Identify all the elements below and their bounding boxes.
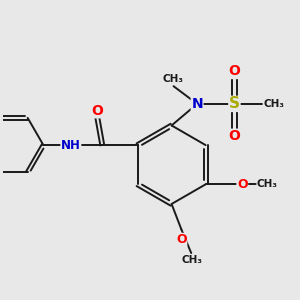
- Text: O: O: [92, 104, 103, 118]
- Text: CH₃: CH₃: [162, 74, 183, 84]
- Text: CH₃: CH₃: [257, 179, 278, 189]
- Text: CH₃: CH₃: [182, 255, 203, 265]
- Text: O: O: [237, 178, 247, 191]
- Text: NH: NH: [61, 139, 81, 152]
- Text: N: N: [191, 97, 203, 111]
- Text: O: O: [229, 64, 240, 79]
- Text: O: O: [229, 129, 240, 143]
- Text: S: S: [229, 96, 240, 111]
- Text: CH₃: CH₃: [263, 99, 284, 109]
- Text: O: O: [176, 233, 187, 246]
